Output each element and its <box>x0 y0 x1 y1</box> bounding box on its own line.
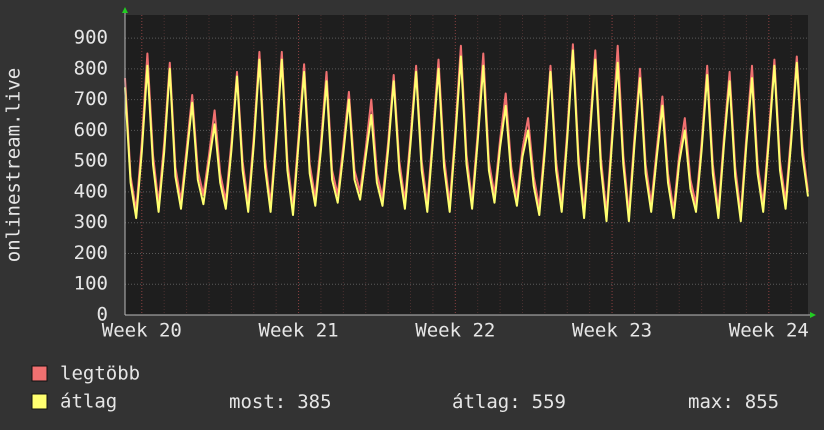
y-tick-label: 600 <box>74 119 108 141</box>
stat-value: 385 <box>297 391 331 413</box>
stat: most: 385 <box>229 391 332 413</box>
y-tick-label: 0 <box>97 304 108 326</box>
y-tick-label: 300 <box>74 211 108 233</box>
legend-label: legtöbb <box>60 363 140 385</box>
y-tick-label: 200 <box>74 242 108 264</box>
y-axis-arrow <box>122 7 128 13</box>
y-tick-label: 400 <box>74 180 108 202</box>
x-tick-label: Week 20 <box>102 320 182 342</box>
x-axis-arrow <box>810 312 816 318</box>
x-tick-label: Week 22 <box>415 320 495 342</box>
y-tick-label: 700 <box>74 88 108 110</box>
stat-label: most: <box>229 391 286 413</box>
y-axis-label: onlinestream.live <box>3 68 25 262</box>
axes: 0 100 200 300 400 500 600 700 800 900 Week 20 Week … <box>74 7 816 342</box>
x-tick-label: Week 23 <box>572 320 652 342</box>
y-tick-label: 500 <box>74 150 108 172</box>
stat-value: 855 <box>745 391 779 413</box>
stat-label: max: <box>688 391 734 413</box>
stat: átlag: 559 <box>452 391 566 413</box>
x-tick-label: Week 21 <box>259 320 339 342</box>
legend-label: átlag <box>60 391 117 413</box>
y-tick-label: 900 <box>74 27 108 49</box>
stat: max: 855 <box>688 391 779 413</box>
legend: legtöbb átlag most: 385 átlag: 559 max: 855 <box>31 363 779 413</box>
stat-label: átlag: <box>452 391 521 413</box>
legend-swatch <box>31 365 48 382</box>
legend-swatch <box>31 393 48 410</box>
y-tick-label: 100 <box>74 273 108 295</box>
lines <box>124 43 809 223</box>
stat-value: 559 <box>532 391 566 413</box>
y-tick-label: 800 <box>74 57 108 79</box>
series-line <box>124 49 809 223</box>
x-tick-label: Week 24 <box>729 320 809 342</box>
